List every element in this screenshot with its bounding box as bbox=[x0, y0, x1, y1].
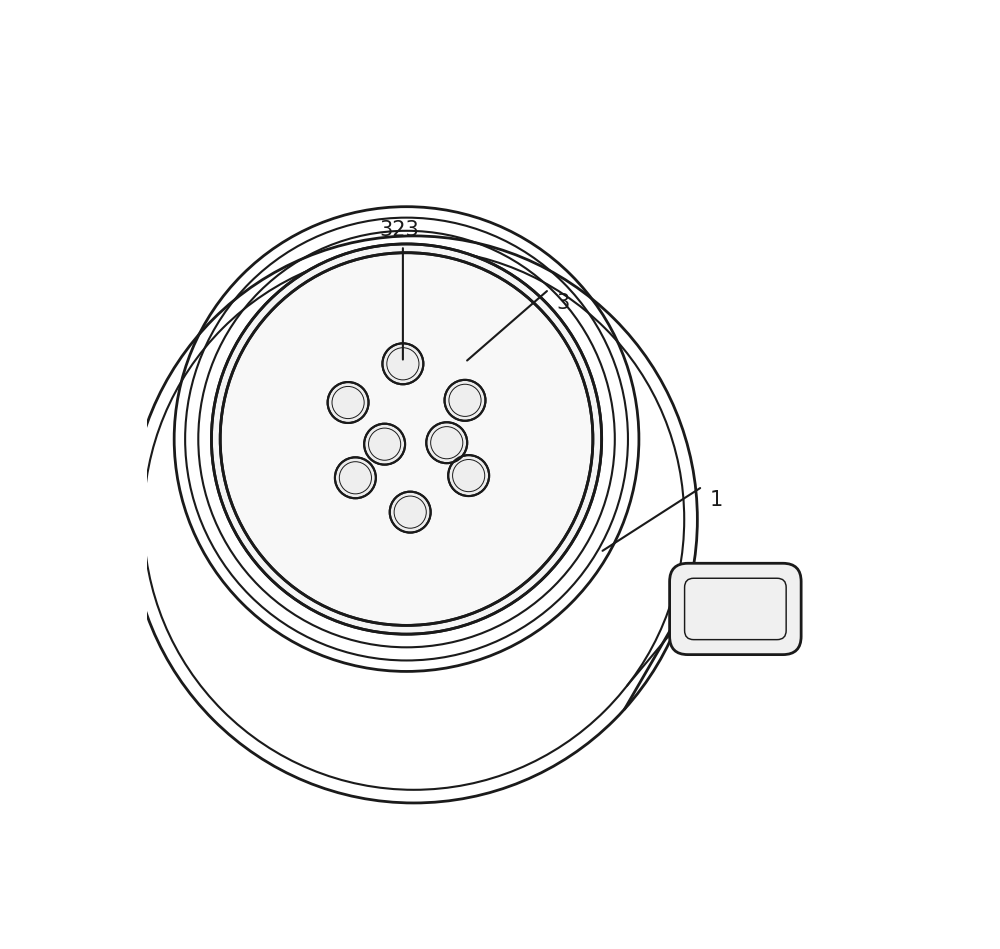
Circle shape bbox=[390, 492, 431, 532]
Circle shape bbox=[211, 244, 602, 634]
Circle shape bbox=[220, 252, 593, 625]
Circle shape bbox=[129, 234, 699, 805]
Text: 323: 323 bbox=[379, 219, 419, 239]
Text: 3: 3 bbox=[556, 293, 570, 313]
Circle shape bbox=[448, 456, 489, 496]
FancyBboxPatch shape bbox=[670, 564, 801, 655]
Text: 1: 1 bbox=[710, 491, 723, 511]
Circle shape bbox=[328, 382, 369, 423]
Circle shape bbox=[426, 422, 467, 463]
Circle shape bbox=[335, 457, 376, 498]
Circle shape bbox=[382, 344, 423, 384]
Circle shape bbox=[445, 380, 485, 420]
Circle shape bbox=[364, 423, 405, 465]
